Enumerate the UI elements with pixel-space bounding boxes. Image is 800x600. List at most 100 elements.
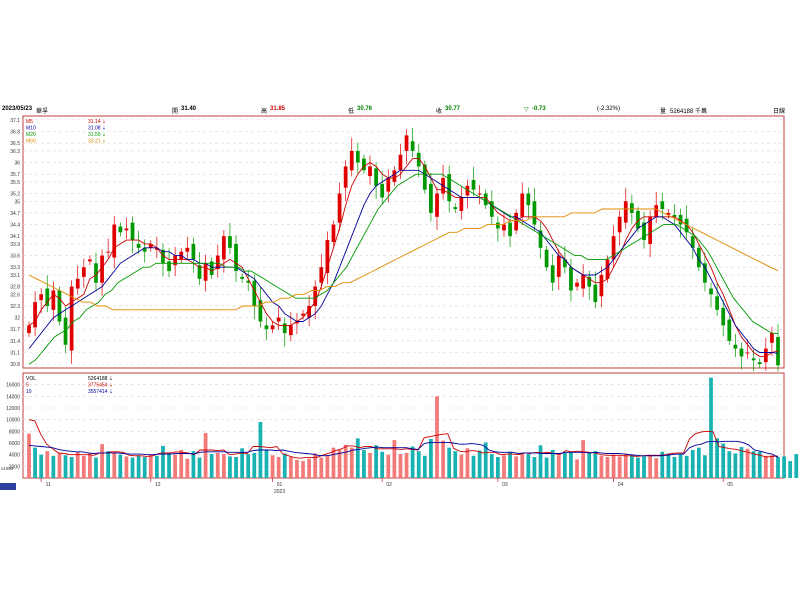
volume-bar [660, 451, 665, 478]
candle-body [416, 152, 421, 167]
candle-body [629, 203, 634, 213]
x-tick-label: 04 [618, 482, 624, 488]
volume-bar [745, 448, 750, 478]
volume-bar [526, 454, 531, 478]
x-tick-label: 12 [155, 482, 161, 488]
volume-bar [629, 454, 634, 478]
open-label: 開 [172, 109, 179, 115]
volume-bar [788, 461, 793, 478]
volume-bar [209, 454, 214, 478]
candle-body [313, 286, 318, 306]
volume-tick-label: 10000 [6, 418, 20, 424]
candle-body [605, 259, 610, 279]
volume-bar [173, 454, 178, 478]
volume-bar [733, 453, 738, 478]
candle-body [648, 216, 652, 244]
volume-bar [776, 457, 780, 478]
candle-body [173, 255, 178, 266]
change-percent: (-2.32%) [597, 106, 621, 112]
volume-bar [142, 457, 147, 478]
price-tick-label: 32.3 [10, 304, 20, 310]
volume-legend-name: 5 [26, 383, 29, 389]
volume-bar [124, 456, 129, 478]
volume-bar [313, 453, 318, 478]
volume-bar [757, 451, 762, 478]
candle-body [307, 305, 311, 318]
change-label: ▽ [524, 107, 529, 113]
volume-bar [167, 452, 171, 478]
candle-body [544, 249, 549, 268]
volume-bar [221, 454, 226, 478]
price-legend-name: M60 [26, 139, 36, 145]
candle-body [161, 249, 165, 264]
candle-body [362, 158, 366, 171]
candle-body [81, 267, 86, 277]
candle-body [185, 247, 190, 252]
candle-body [301, 313, 305, 316]
price-legend-value: 31.59 ⇣ [88, 132, 106, 138]
volume-tick-label: 6000 [9, 441, 20, 447]
candle-body [155, 247, 159, 250]
price-tick-label: 30.8 [10, 362, 20, 368]
candle-body [69, 286, 74, 351]
volume-bar [106, 451, 111, 478]
candle-body [739, 348, 744, 357]
candle-body [520, 193, 525, 217]
volume-bar [514, 456, 519, 478]
volume-bar [441, 440, 445, 478]
candle-body [477, 193, 482, 195]
volume-bar [288, 457, 293, 478]
price-tick-label: 33.9 [10, 242, 20, 248]
candle-body [623, 201, 628, 223]
candle-body [136, 243, 141, 248]
high-label: 高 [261, 109, 268, 115]
volume-bar [477, 450, 482, 478]
candle-body [459, 197, 464, 211]
candle-body [556, 255, 561, 277]
volume-bar [465, 448, 470, 478]
volume-legend-name: VOL [26, 376, 36, 382]
volume-bar [739, 447, 744, 478]
candle-body [581, 274, 586, 289]
change-value: -0.73 [532, 106, 546, 112]
volume-bar [130, 457, 135, 478]
price-tick-label: 35.5 [10, 180, 20, 186]
low-value: 30.76 [357, 106, 373, 112]
candle-body [27, 325, 31, 334]
candle-body [642, 222, 646, 241]
candle-body [295, 321, 299, 324]
candle-body [429, 183, 433, 213]
volume-bar [611, 454, 616, 478]
volume-bar [690, 450, 695, 478]
volume-bar [703, 455, 707, 478]
price-tick-label: 34.4 [10, 223, 20, 229]
candle-body [569, 267, 573, 291]
volume-bar [33, 447, 37, 478]
volume-bar [197, 457, 202, 478]
open-value: 31.40 [181, 106, 197, 112]
volume-bar [386, 454, 391, 478]
price-tick-label: 36.5 [10, 141, 20, 147]
close-value: 30.77 [445, 106, 461, 112]
volume-bar [282, 453, 287, 478]
volume-bar [307, 458, 311, 478]
candle-body [386, 178, 391, 192]
candle-body [422, 164, 427, 190]
volume-bar [349, 447, 354, 478]
candle-body [51, 290, 56, 310]
volume-bar [599, 455, 604, 478]
volume-ma10-line [28, 440, 779, 458]
volume-bar [75, 451, 80, 478]
volume-bar [538, 445, 543, 478]
volume-bar [215, 452, 220, 478]
price-panel-frame [22, 115, 785, 369]
candle-body [447, 174, 452, 202]
volume-bar [191, 451, 196, 478]
candle-body [276, 317, 281, 322]
volume-bar [155, 455, 159, 478]
candle-body [502, 224, 506, 231]
volume-bar [325, 455, 330, 478]
candle-body [100, 255, 104, 283]
volume-bar [179, 450, 184, 478]
